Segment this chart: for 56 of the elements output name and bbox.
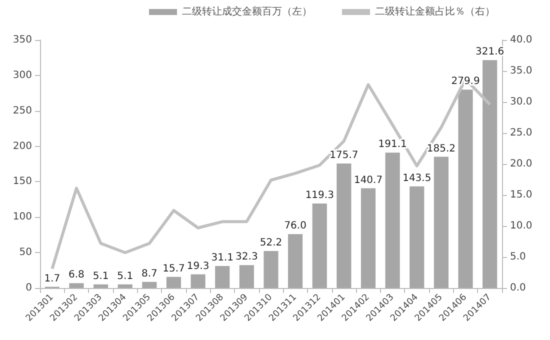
y2-tick-label: 10.0 xyxy=(510,220,532,232)
data-label: 140.7 xyxy=(354,174,383,186)
bar xyxy=(288,234,303,288)
y2-tick-label: 0.0 xyxy=(510,282,526,294)
bar xyxy=(312,203,327,288)
bar xyxy=(336,164,352,288)
y-tick-label: 250 xyxy=(12,105,32,116)
data-label: 321.6 xyxy=(476,46,504,58)
data-label: 1.7 xyxy=(44,273,60,284)
data-label: 191.1 xyxy=(378,139,407,150)
data-label: 143.5 xyxy=(402,172,432,184)
bar xyxy=(142,282,157,288)
data-label: 32.3 xyxy=(236,252,258,263)
bar xyxy=(434,156,449,288)
legend-label: 二级转让金额占比％（右） xyxy=(375,6,495,18)
y2-tick-label: 30.0 xyxy=(510,96,532,108)
y2-tick-label: 15.0 xyxy=(510,190,532,200)
bar xyxy=(93,284,108,288)
data-label: 5.1 xyxy=(117,270,134,282)
bar xyxy=(410,186,424,288)
data-label: 52.2 xyxy=(260,238,282,249)
bar xyxy=(69,283,84,288)
data-label: 185.2 xyxy=(426,143,456,154)
bar xyxy=(482,60,498,288)
data-label: 15.7 xyxy=(162,263,185,274)
bar xyxy=(215,266,230,288)
bar xyxy=(118,284,132,288)
y2-tick-label: 5.0 xyxy=(510,252,526,262)
legend-label: 二级转让成交金额百万（左） xyxy=(182,6,312,18)
data-label: 31.1 xyxy=(211,252,234,264)
y-tick-label: 100 xyxy=(12,212,32,223)
y-tick-label: 150 xyxy=(12,176,32,188)
y-tick-label: 350 xyxy=(12,34,32,46)
data-label: 76.0 xyxy=(284,220,306,232)
bar xyxy=(385,152,400,288)
y2-tick-label: 40.0 xyxy=(510,34,532,46)
data-label: 5.1 xyxy=(92,270,109,282)
y-tick-label: 200 xyxy=(12,140,32,152)
bar xyxy=(166,276,182,288)
bar xyxy=(264,251,278,288)
bar xyxy=(239,265,254,288)
data-label: 279.9 xyxy=(451,76,480,88)
y2-tick-label: 25.0 xyxy=(510,128,532,138)
y2-tick-label: 20.0 xyxy=(510,158,532,170)
y-tick-label: 50 xyxy=(19,247,32,258)
data-label: 6.8 xyxy=(68,270,84,281)
data-label: 119.3 xyxy=(305,190,334,201)
bar xyxy=(190,274,206,288)
data-label: 8.7 xyxy=(141,268,158,280)
data-label: 19.3 xyxy=(186,260,210,272)
data-label: 175.7 xyxy=(330,150,358,162)
y-tick-label: 0 xyxy=(26,282,32,294)
y-tick-label: 300 xyxy=(12,70,32,81)
y2-tick-label: 35.0 xyxy=(510,66,532,76)
bar xyxy=(360,188,376,288)
bar xyxy=(458,90,473,288)
